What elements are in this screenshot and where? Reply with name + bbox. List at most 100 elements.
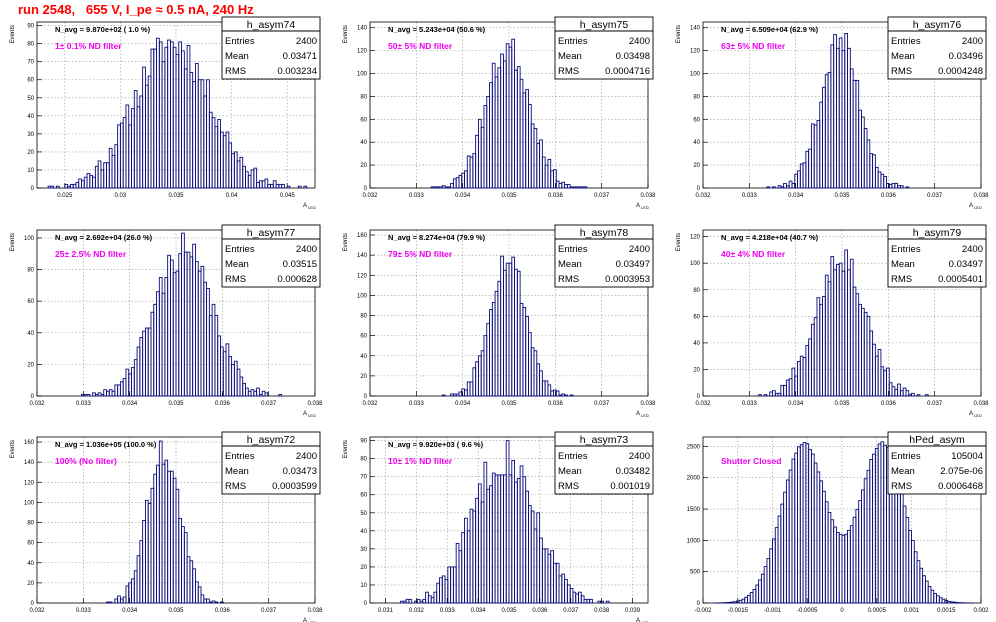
y-tick-label: 120 xyxy=(357,49,368,55)
histogram-bar xyxy=(555,390,560,397)
x-tick-label: 0.038 xyxy=(973,401,989,407)
x-tick-label: 0.036 xyxy=(532,608,548,614)
x-tick-label: 0.035 xyxy=(834,193,850,199)
x-tick-label: 0.025 xyxy=(57,193,73,199)
x-axis-label-sub: LED xyxy=(974,205,982,210)
x-tick-label: 0.035 xyxy=(501,193,517,199)
x-tick-label: 0.035 xyxy=(501,608,517,614)
y-tick-label: 60 xyxy=(693,314,700,320)
y-tick-label: 70 xyxy=(27,60,34,66)
histogram-bar xyxy=(899,185,904,189)
y-tick-label: 140 xyxy=(357,253,368,259)
stats-label: RMS xyxy=(225,481,246,492)
histogram-bar xyxy=(772,186,776,189)
stats-box xyxy=(221,431,321,495)
stats-label: Entries xyxy=(558,451,588,462)
stats-hist-name: h_asym79 xyxy=(913,227,962,239)
y-tick-label: 40 xyxy=(360,140,367,146)
filter-annotation: 50± 5% ND filter xyxy=(388,41,453,51)
stats-value: 2400 xyxy=(962,244,983,255)
y-tick-label: 10 xyxy=(360,583,367,589)
x-tick-label: 0.033 xyxy=(440,608,456,614)
y-tick-label: 10 xyxy=(27,168,34,174)
stats-box xyxy=(221,224,321,288)
x-axis-label-sub: LED xyxy=(641,413,649,418)
x-tick-label: 0.035 xyxy=(168,608,184,614)
filter-annotation: Shutter Closed xyxy=(721,456,781,466)
histogram-bar xyxy=(220,601,224,604)
histogram-panel-hPed_asym: -0.002 -0.0015 -0.001 -0.0005 0 0.0005 0.001 0.… xyxy=(687,431,989,614)
x-tick-label: 0.033 xyxy=(742,193,758,199)
histogram-bar xyxy=(264,178,269,189)
y-tick-label: 40 xyxy=(27,331,34,337)
stats-label: RMS xyxy=(558,481,579,492)
y-tick-label: 120 xyxy=(690,49,701,55)
y-tick-label: 80 xyxy=(693,94,700,100)
histogram-bar xyxy=(108,601,113,604)
stats-value: 0.03497 xyxy=(616,259,650,270)
x-axis-label-sub: LED xyxy=(974,413,982,418)
histogram-panel-h_asym78: 0.032 0.033 0.034 0.035 0.036 0.037 0.038 0 20 40… xyxy=(343,224,656,418)
histogram-panel-h_asym79: 0.032 0.033 0.034 0.035 0.036 0.037 0.038 0 20 40… xyxy=(676,224,989,418)
histogram-bars xyxy=(400,440,610,604)
x-tick-label: 0.039 xyxy=(625,608,641,614)
n-avg-label: N_avg = 5.243e+04 (50.6 %) xyxy=(388,25,486,34)
x-axis-label: A xyxy=(636,203,640,209)
histogram-panel-h_asym72: 0.032 0.033 0.034 0.035 0.036 0.037 0.038 0 20 40… xyxy=(10,431,323,622)
histogram-bars xyxy=(430,38,588,189)
y-tick-label: 80 xyxy=(360,94,367,100)
y-tick-label: 80 xyxy=(693,288,700,294)
x-tick-label: 0.036 xyxy=(548,401,564,407)
stats-box xyxy=(887,431,987,495)
x-tick-label: 0.04 xyxy=(226,193,238,199)
x-tick-label: 0.034 xyxy=(471,608,487,614)
y-tick-label: 0 xyxy=(364,186,368,192)
y-tick-label: 0 xyxy=(31,601,35,607)
y-tick-label: 100 xyxy=(357,293,368,299)
y-tick-label: 50 xyxy=(27,96,34,102)
stats-label: RMS xyxy=(225,66,246,77)
stats-label: RMS xyxy=(225,274,246,285)
x-tick-label: 0.034 xyxy=(455,401,471,407)
stats-box xyxy=(554,431,654,495)
x-tick-label: 0.037 xyxy=(563,608,579,614)
y-tick-label: 60 xyxy=(360,334,367,340)
stats-box xyxy=(554,16,654,80)
histogram-bar xyxy=(564,394,568,397)
y-tick-label: 100 xyxy=(690,72,701,78)
x-axis-label: A xyxy=(303,618,307,622)
y-tick-label: 40 xyxy=(360,529,367,535)
stats-value: 0.03482 xyxy=(616,466,650,477)
stats-label: RMS xyxy=(558,66,579,77)
x-axis-label: A xyxy=(969,203,973,209)
y-tick-label: 2000 xyxy=(687,476,701,482)
histogram-bars xyxy=(766,32,910,189)
x-tick-label: 0.035 xyxy=(834,401,850,407)
stats-label: Entries xyxy=(891,244,921,255)
x-tick-label: 0.032 xyxy=(695,401,711,407)
x-tick-label: -0.002 xyxy=(694,608,712,614)
y-tick-label: 120 xyxy=(690,235,701,241)
histogram-bar xyxy=(297,185,302,189)
y-tick-label: 140 xyxy=(357,26,368,32)
stats-value: 0.003234 xyxy=(277,66,317,77)
y-tick-label: 20 xyxy=(693,163,700,169)
x-tick-label: 0.0005 xyxy=(868,608,887,614)
x-tick-label: -0.001 xyxy=(764,608,782,614)
x-tick-label: 0.034 xyxy=(788,401,804,407)
x-tick-label: 0.035 xyxy=(168,401,184,407)
stats-label: Mean xyxy=(225,259,249,270)
x-tick-label: 0.038 xyxy=(307,608,323,614)
x-tick-label: 0.045 xyxy=(280,193,296,199)
histogram-bars xyxy=(106,440,224,604)
y-tick-label: 0 xyxy=(697,394,701,400)
filter-annotation: 100% (No filter) xyxy=(55,456,117,466)
histogram-bar xyxy=(553,169,557,189)
stats-hist-name: h_asym78 xyxy=(580,227,629,239)
histogram-bar xyxy=(886,367,890,397)
x-tick-label: 0.032 xyxy=(695,193,711,199)
x-tick-label: 0.032 xyxy=(362,401,378,407)
stats-value: 0.0003953 xyxy=(605,274,650,285)
histogram-bar xyxy=(911,392,915,397)
